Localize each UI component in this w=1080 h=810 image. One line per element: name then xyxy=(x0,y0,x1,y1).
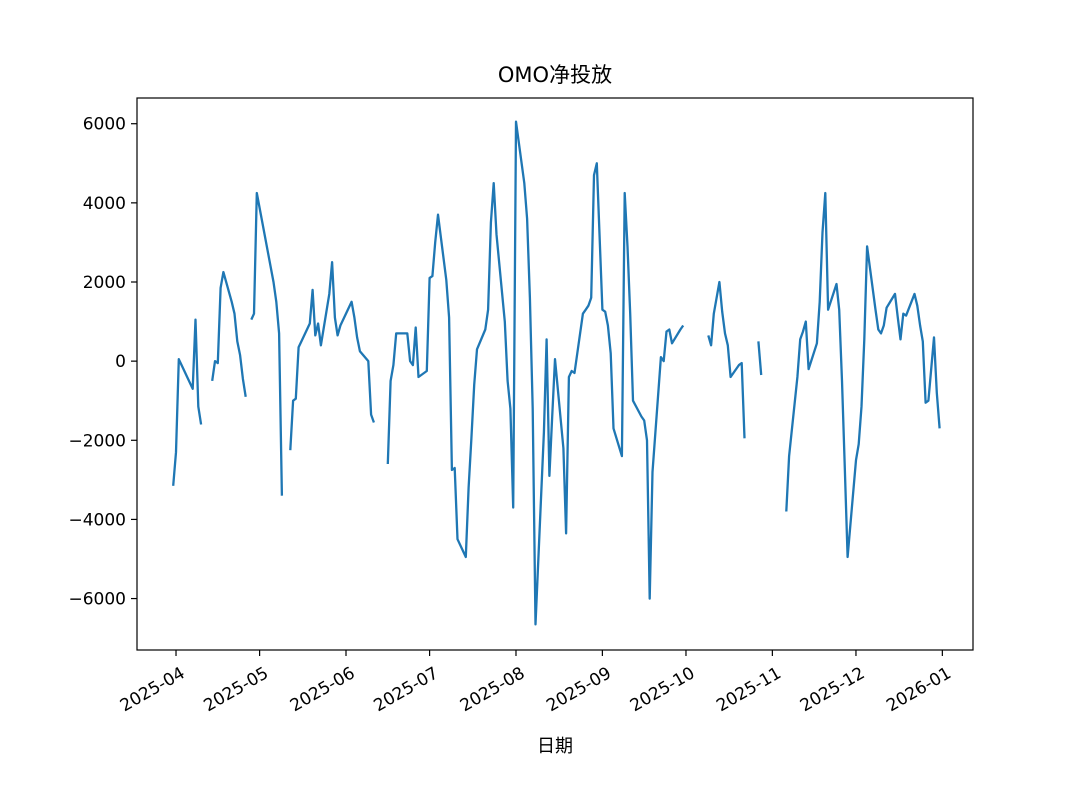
x-axis-label: 日期 xyxy=(537,736,573,757)
series-line-segment xyxy=(386,120,685,626)
y-tick-label: −4000 xyxy=(68,510,126,530)
y-tick-label: −6000 xyxy=(68,590,126,610)
y-tick-label: 4000 xyxy=(83,194,126,214)
y-tick-label: −2000 xyxy=(68,431,126,451)
series-line-segment xyxy=(785,191,941,559)
series-line-segment xyxy=(250,191,284,496)
plot-frame xyxy=(136,97,974,651)
series-layer xyxy=(172,120,941,626)
y-tick-label: 0 xyxy=(115,352,126,372)
series-line-segment xyxy=(211,270,247,397)
series-line-segment xyxy=(707,280,746,439)
series-line-segment xyxy=(172,318,203,486)
y-axis: −6000 −4000 −2000 0 2000 4000 6000 xyxy=(68,115,137,610)
series-line-segment xyxy=(757,341,763,376)
series-line-segment xyxy=(289,261,375,451)
y-tick-label: 2000 xyxy=(83,273,126,293)
y-tick-label: 6000 xyxy=(83,115,126,135)
chart-title: OMO净投放 xyxy=(498,63,612,87)
